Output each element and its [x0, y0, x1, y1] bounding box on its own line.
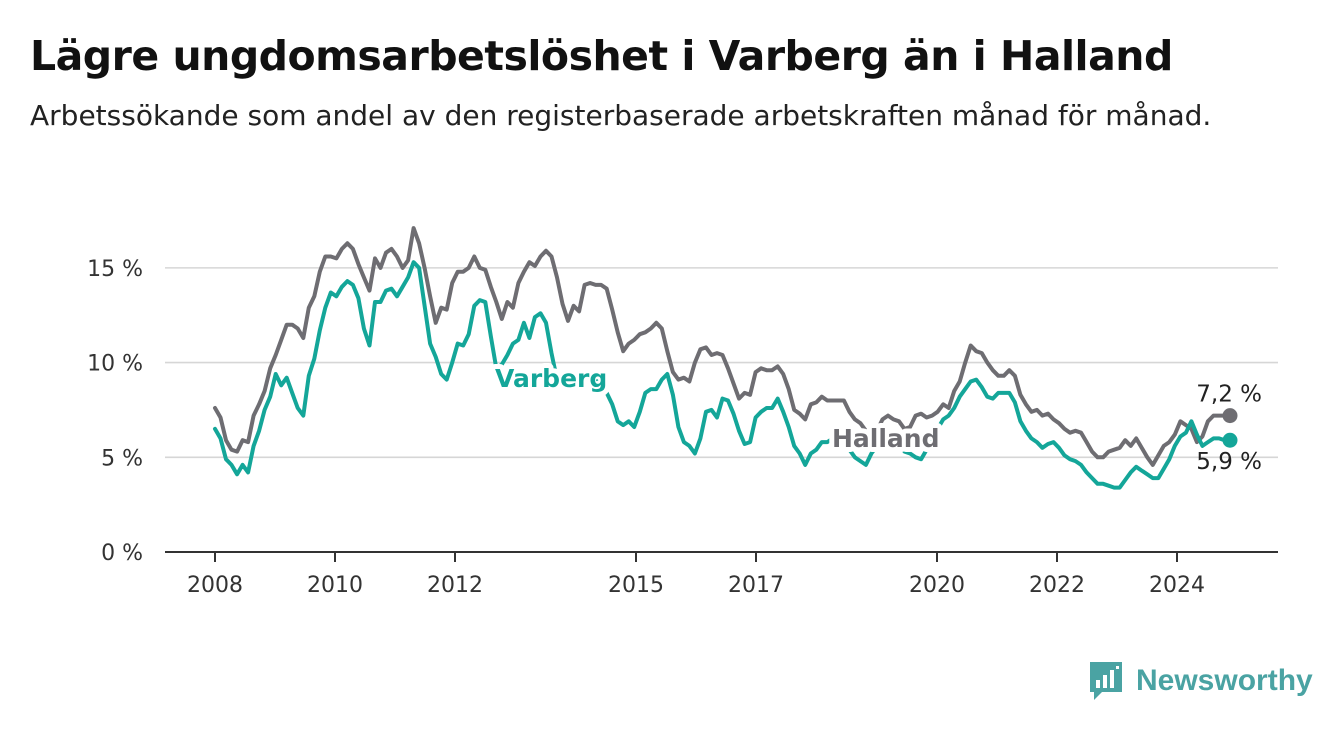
y-tick-label: 5 % — [101, 446, 143, 471]
chart-subtitle: Arbetssökande som andel av den registerb… — [30, 99, 1212, 132]
series-end-label: 7,2 % — [1196, 382, 1262, 408]
series-line-halland — [213, 226, 1232, 467]
x-tick-label: 2024 — [1149, 573, 1205, 598]
series-label-halo: Halland — [832, 424, 940, 453]
y-tick-label: 15 % — [87, 257, 143, 282]
newsworthy-logo-icon — [1090, 662, 1122, 700]
series-label-halo: Varberg — [495, 364, 607, 393]
x-tick-label: 2015 — [608, 573, 664, 598]
brand-logo: Newsworthy — [1088, 660, 1313, 702]
x-tick-label: 2010 — [307, 573, 363, 598]
chart-title: Lägre ungdomsarbetslöshet i Varberg än i… — [30, 32, 1173, 80]
series-end-point — [1222, 408, 1238, 424]
series-end-point — [1222, 432, 1238, 448]
y-tick-label: 10 % — [87, 352, 143, 377]
series-line-varberg — [213, 260, 1232, 490]
x-tick-label: 2012 — [427, 573, 483, 598]
y-tick-label: 0 % — [101, 541, 143, 566]
x-tick-label: 2020 — [909, 573, 965, 598]
brand-name: Newsworthy — [1136, 664, 1313, 697]
series-end-label: 5,9 % — [1196, 449, 1262, 475]
series-label-halland: Halland — [832, 424, 940, 453]
x-tick-label: 2017 — [728, 573, 784, 598]
x-tick-label: 2008 — [187, 573, 243, 598]
x-tick-label: 2022 — [1029, 573, 1085, 598]
series-label-varberg: Varberg — [495, 364, 607, 393]
